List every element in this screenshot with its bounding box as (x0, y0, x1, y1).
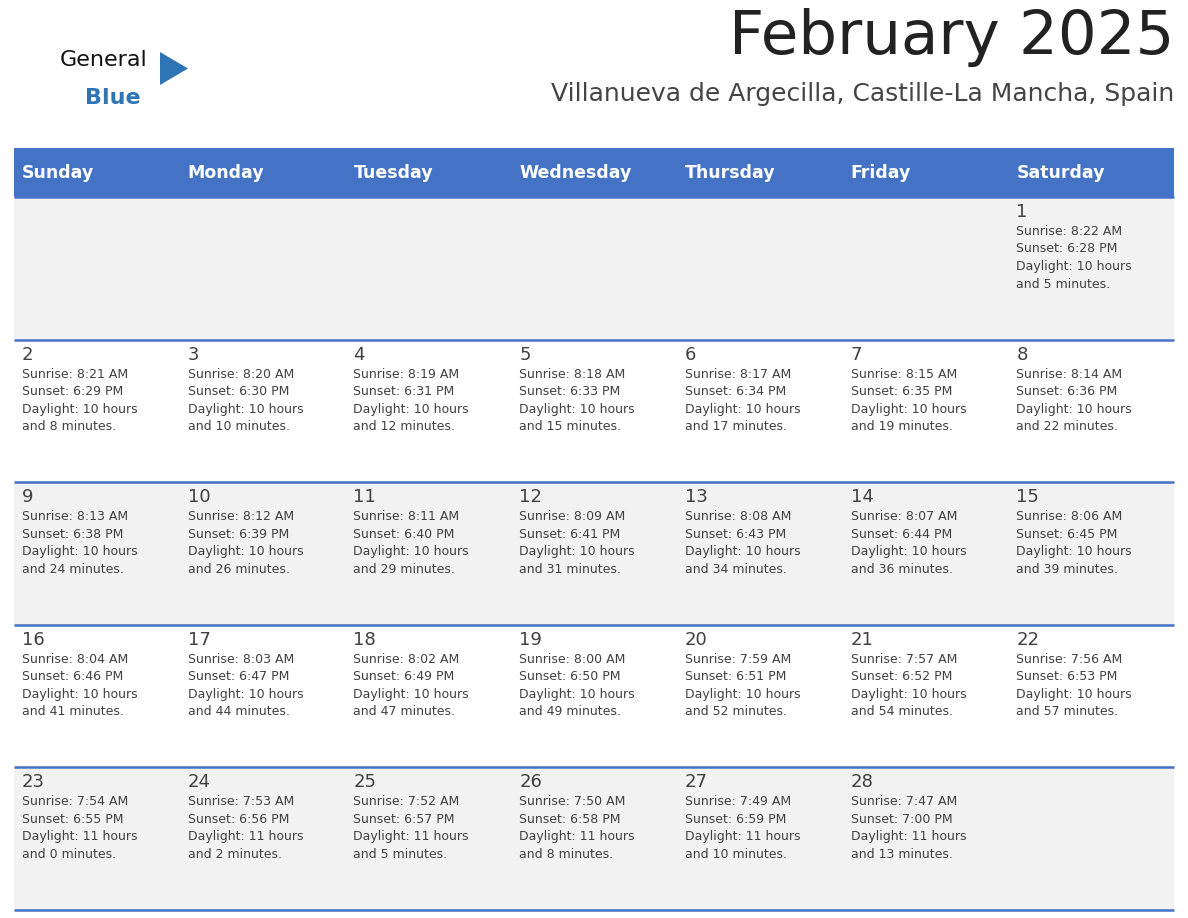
Bar (677, 148, 842, 197)
Text: Saturday: Saturday (1016, 163, 1105, 182)
Text: Sunrise: 7:47 AM
Sunset: 7:00 PM
Daylight: 11 hours
and 13 minutes.: Sunrise: 7:47 AM Sunset: 7:00 PM Dayligh… (851, 795, 966, 861)
Text: 10: 10 (188, 488, 210, 506)
Text: Sunrise: 8:22 AM
Sunset: 6:28 PM
Daylight: 10 hours
and 5 minutes.: Sunrise: 8:22 AM Sunset: 6:28 PM Dayligh… (1016, 225, 1132, 290)
Text: Sunrise: 8:02 AM
Sunset: 6:49 PM
Daylight: 10 hours
and 47 minutes.: Sunrise: 8:02 AM Sunset: 6:49 PM Dayligh… (353, 653, 469, 718)
Text: Blue: Blue (86, 88, 140, 108)
Text: Sunrise: 8:13 AM
Sunset: 6:38 PM
Daylight: 10 hours
and 24 minutes.: Sunrise: 8:13 AM Sunset: 6:38 PM Dayligh… (23, 510, 138, 576)
Text: Sunrise: 8:11 AM
Sunset: 6:40 PM
Daylight: 10 hours
and 29 minutes.: Sunrise: 8:11 AM Sunset: 6:40 PM Dayligh… (353, 510, 469, 576)
Text: 21: 21 (851, 631, 873, 649)
Text: Sunrise: 7:59 AM
Sunset: 6:51 PM
Daylight: 10 hours
and 52 minutes.: Sunrise: 7:59 AM Sunset: 6:51 PM Dayligh… (684, 653, 801, 718)
Text: Sunrise: 8:00 AM
Sunset: 6:50 PM
Daylight: 10 hours
and 49 minutes.: Sunrise: 8:00 AM Sunset: 6:50 PM Dayligh… (519, 653, 634, 718)
Bar (14, 340, 1174, 482)
Text: Monday: Monday (188, 163, 265, 182)
Bar (14, 625, 1174, 767)
Text: 2: 2 (23, 345, 33, 364)
Text: 9: 9 (23, 488, 33, 506)
Text: Sunrise: 8:21 AM
Sunset: 6:29 PM
Daylight: 10 hours
and 8 minutes.: Sunrise: 8:21 AM Sunset: 6:29 PM Dayligh… (23, 367, 138, 433)
Text: 7: 7 (851, 345, 862, 364)
Text: Sunrise: 7:57 AM
Sunset: 6:52 PM
Daylight: 10 hours
and 54 minutes.: Sunrise: 7:57 AM Sunset: 6:52 PM Dayligh… (851, 653, 966, 718)
Text: 20: 20 (684, 631, 708, 649)
Text: Sunrise: 8:06 AM
Sunset: 6:45 PM
Daylight: 10 hours
and 39 minutes.: Sunrise: 8:06 AM Sunset: 6:45 PM Dayligh… (1016, 510, 1132, 576)
Text: Sunrise: 8:04 AM
Sunset: 6:46 PM
Daylight: 10 hours
and 41 minutes.: Sunrise: 8:04 AM Sunset: 6:46 PM Dayligh… (23, 653, 138, 718)
Text: 19: 19 (519, 631, 542, 649)
Text: Sunrise: 7:52 AM
Sunset: 6:57 PM
Daylight: 11 hours
and 5 minutes.: Sunrise: 7:52 AM Sunset: 6:57 PM Dayligh… (353, 795, 469, 861)
Text: Sunrise: 8:15 AM
Sunset: 6:35 PM
Daylight: 10 hours
and 19 minutes.: Sunrise: 8:15 AM Sunset: 6:35 PM Dayligh… (851, 367, 966, 433)
Text: Sunrise: 8:09 AM
Sunset: 6:41 PM
Daylight: 10 hours
and 31 minutes.: Sunrise: 8:09 AM Sunset: 6:41 PM Dayligh… (519, 510, 634, 576)
Text: Sunrise: 8:17 AM
Sunset: 6:34 PM
Daylight: 10 hours
and 17 minutes.: Sunrise: 8:17 AM Sunset: 6:34 PM Dayligh… (684, 367, 801, 433)
Text: Sunrise: 8:18 AM
Sunset: 6:33 PM
Daylight: 10 hours
and 15 minutes.: Sunrise: 8:18 AM Sunset: 6:33 PM Dayligh… (519, 367, 634, 433)
Text: 4: 4 (353, 345, 365, 364)
Text: Villanueva de Argecilla, Castille-La Mancha, Spain: Villanueva de Argecilla, Castille-La Man… (551, 82, 1174, 106)
Bar (14, 148, 179, 197)
Text: 26: 26 (519, 773, 542, 791)
Text: 27: 27 (684, 773, 708, 791)
Text: General: General (61, 50, 147, 70)
Text: Sunrise: 7:50 AM
Sunset: 6:58 PM
Daylight: 11 hours
and 8 minutes.: Sunrise: 7:50 AM Sunset: 6:58 PM Dayligh… (519, 795, 634, 861)
Text: 1: 1 (1016, 203, 1028, 221)
Bar (14, 767, 1174, 910)
Text: Sunrise: 8:07 AM
Sunset: 6:44 PM
Daylight: 10 hours
and 36 minutes.: Sunrise: 8:07 AM Sunset: 6:44 PM Dayligh… (851, 510, 966, 576)
Polygon shape (160, 52, 188, 85)
Text: 12: 12 (519, 488, 542, 506)
Text: 24: 24 (188, 773, 210, 791)
Bar (1009, 148, 1174, 197)
Text: Sunrise: 7:54 AM
Sunset: 6:55 PM
Daylight: 11 hours
and 0 minutes.: Sunrise: 7:54 AM Sunset: 6:55 PM Dayligh… (23, 795, 138, 861)
Bar (14, 482, 1174, 625)
Text: Sunrise: 7:56 AM
Sunset: 6:53 PM
Daylight: 10 hours
and 57 minutes.: Sunrise: 7:56 AM Sunset: 6:53 PM Dayligh… (1016, 653, 1132, 718)
Text: Sunrise: 7:53 AM
Sunset: 6:56 PM
Daylight: 11 hours
and 2 minutes.: Sunrise: 7:53 AM Sunset: 6:56 PM Dayligh… (188, 795, 303, 861)
Text: 22: 22 (1016, 631, 1040, 649)
Text: Friday: Friday (851, 163, 911, 182)
Bar (14, 197, 1174, 340)
Text: 15: 15 (1016, 488, 1040, 506)
Text: 18: 18 (353, 631, 377, 649)
Bar (511, 148, 677, 197)
Text: 3: 3 (188, 345, 200, 364)
Text: 11: 11 (353, 488, 377, 506)
Text: Sunrise: 8:19 AM
Sunset: 6:31 PM
Daylight: 10 hours
and 12 minutes.: Sunrise: 8:19 AM Sunset: 6:31 PM Dayligh… (353, 367, 469, 433)
Text: Sunrise: 8:08 AM
Sunset: 6:43 PM
Daylight: 10 hours
and 34 minutes.: Sunrise: 8:08 AM Sunset: 6:43 PM Dayligh… (684, 510, 801, 576)
Text: Sunrise: 8:20 AM
Sunset: 6:30 PM
Daylight: 10 hours
and 10 minutes.: Sunrise: 8:20 AM Sunset: 6:30 PM Dayligh… (188, 367, 303, 433)
Text: Wednesday: Wednesday (519, 163, 632, 182)
Text: 5: 5 (519, 345, 531, 364)
Text: Sunrise: 8:14 AM
Sunset: 6:36 PM
Daylight: 10 hours
and 22 minutes.: Sunrise: 8:14 AM Sunset: 6:36 PM Dayligh… (1016, 367, 1132, 433)
Bar (842, 148, 1009, 197)
Text: Sunday: Sunday (23, 163, 94, 182)
Text: Tuesday: Tuesday (353, 163, 434, 182)
Text: 14: 14 (851, 488, 873, 506)
Text: 16: 16 (23, 631, 45, 649)
Text: Sunrise: 8:03 AM
Sunset: 6:47 PM
Daylight: 10 hours
and 44 minutes.: Sunrise: 8:03 AM Sunset: 6:47 PM Dayligh… (188, 653, 303, 718)
Bar (346, 148, 511, 197)
Bar (179, 148, 346, 197)
Text: 6: 6 (684, 345, 696, 364)
Text: 28: 28 (851, 773, 873, 791)
Text: 23: 23 (23, 773, 45, 791)
Text: Sunrise: 8:12 AM
Sunset: 6:39 PM
Daylight: 10 hours
and 26 minutes.: Sunrise: 8:12 AM Sunset: 6:39 PM Dayligh… (188, 510, 303, 576)
Text: 13: 13 (684, 488, 708, 506)
Text: 17: 17 (188, 631, 210, 649)
Text: Thursday: Thursday (684, 163, 776, 182)
Text: 8: 8 (1016, 345, 1028, 364)
Text: February 2025: February 2025 (728, 8, 1174, 67)
Text: Sunrise: 7:49 AM
Sunset: 6:59 PM
Daylight: 11 hours
and 10 minutes.: Sunrise: 7:49 AM Sunset: 6:59 PM Dayligh… (684, 795, 801, 861)
Text: 25: 25 (353, 773, 377, 791)
